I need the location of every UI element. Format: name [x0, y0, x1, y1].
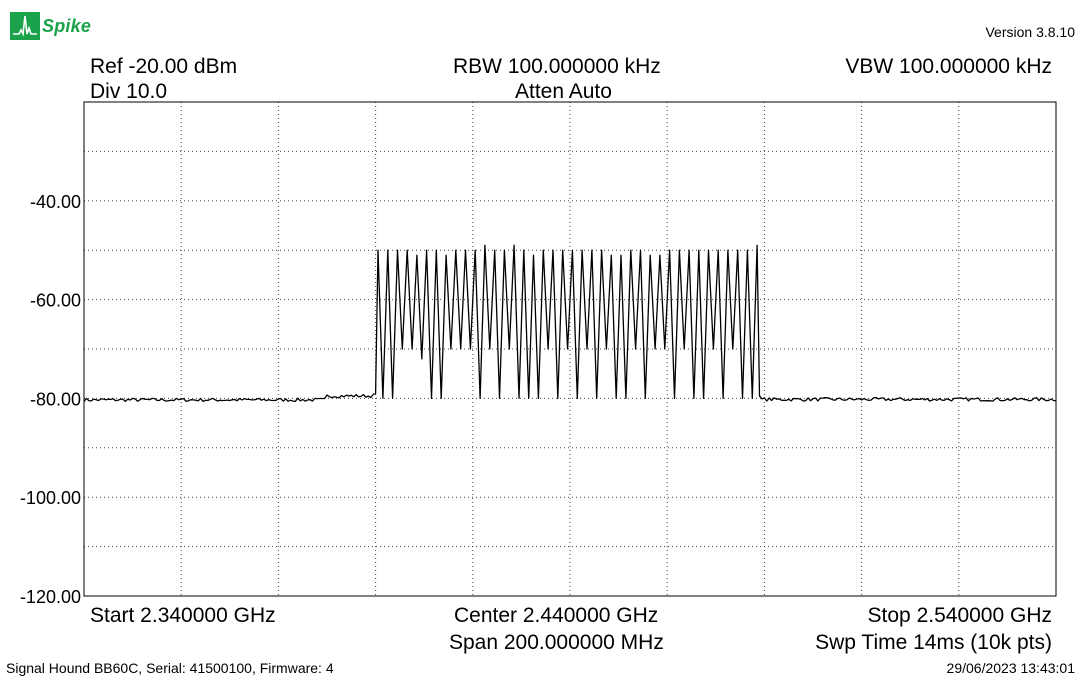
logo-text: Spike: [42, 15, 92, 36]
y-tick-label: -80.00: [30, 389, 81, 409]
timestamp: 29/06/2023 13:43:01: [946, 660, 1075, 676]
y-tick-label: -60.00: [30, 291, 81, 311]
y-tick-label: -100.00: [20, 488, 81, 508]
spectrum-trace: [83, 244, 1057, 403]
device-info: Signal Hound BB60C, Serial: 41500100, Fi…: [6, 660, 334, 676]
ref-level-label: Ref -20.00 dBm: [90, 55, 238, 78]
plot-grid: [84, 102, 1056, 596]
sweep-time-label: Swp Time 14ms (10k pts): [815, 631, 1052, 654]
y-tick-label: -40.00: [30, 192, 81, 212]
spike-logo: Spike: [10, 12, 91, 40]
plot-frame: [83, 101, 1057, 597]
stop-freq-label: Stop 2.540000 GHz: [867, 604, 1052, 627]
span-label: Span 200.000000 MHz: [449, 631, 664, 654]
div-label: Div 10.0: [90, 80, 168, 103]
version-label: Version 3.8.10: [985, 24, 1075, 40]
y-tick-label: -120.00: [20, 587, 81, 607]
logo-mark-icon: [10, 12, 40, 40]
atten-label: Atten Auto: [515, 80, 612, 103]
vbw-label: VBW 100.000000 kHz: [845, 55, 1052, 78]
center-freq-label: Center 2.440000 GHz: [454, 604, 659, 627]
rbw-label: RBW 100.000000 kHz: [453, 55, 661, 78]
start-freq-label: Start 2.340000 GHz: [90, 604, 276, 627]
y-axis-labels: -120.00 -100.00 -80.00 -60.00 -40.00: [20, 192, 81, 607]
